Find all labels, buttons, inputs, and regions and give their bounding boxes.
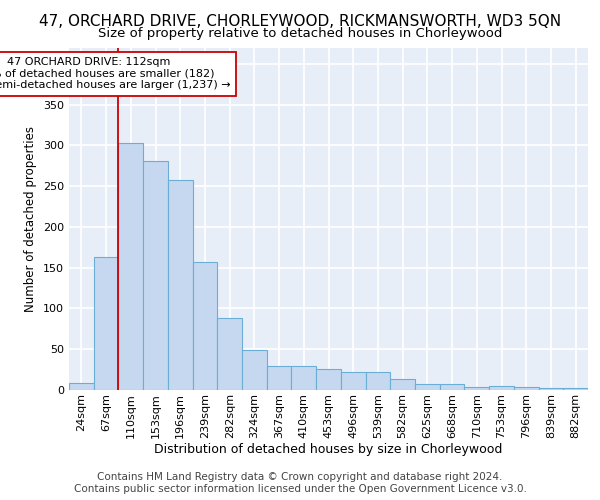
X-axis label: Distribution of detached houses by size in Chorleywood: Distribution of detached houses by size … [154, 444, 503, 456]
Bar [292, 366, 316, 390]
Bar [365, 372, 390, 390]
Bar [118, 143, 143, 390]
Bar [390, 378, 415, 390]
Text: Size of property relative to detached houses in Chorleywood: Size of property relative to detached ho… [98, 28, 502, 40]
Bar [69, 384, 94, 390]
Bar [143, 161, 168, 390]
Bar [341, 372, 365, 390]
Y-axis label: Number of detached properties: Number of detached properties [25, 126, 37, 312]
Bar [489, 386, 514, 390]
Bar [193, 262, 217, 390]
Bar [242, 350, 267, 390]
Bar [563, 388, 588, 390]
Bar [514, 386, 539, 390]
Bar [217, 318, 242, 390]
Text: 47, ORCHARD DRIVE, CHORLEYWOOD, RICKMANSWORTH, WD3 5QN: 47, ORCHARD DRIVE, CHORLEYWOOD, RICKMANS… [39, 14, 561, 29]
Text: Contains HM Land Registry data © Crown copyright and database right 2024.
Contai: Contains HM Land Registry data © Crown c… [74, 472, 526, 494]
Bar [415, 384, 440, 390]
Bar [267, 366, 292, 390]
Bar [94, 257, 118, 390]
Text: 47 ORCHARD DRIVE: 112sqm
← 13% of detached houses are smaller (182)
87% of semi-: 47 ORCHARD DRIVE: 112sqm ← 13% of detach… [0, 58, 230, 90]
Bar [440, 384, 464, 390]
Bar [168, 180, 193, 390]
Bar [316, 369, 341, 390]
Bar [464, 386, 489, 390]
Bar [539, 388, 563, 390]
